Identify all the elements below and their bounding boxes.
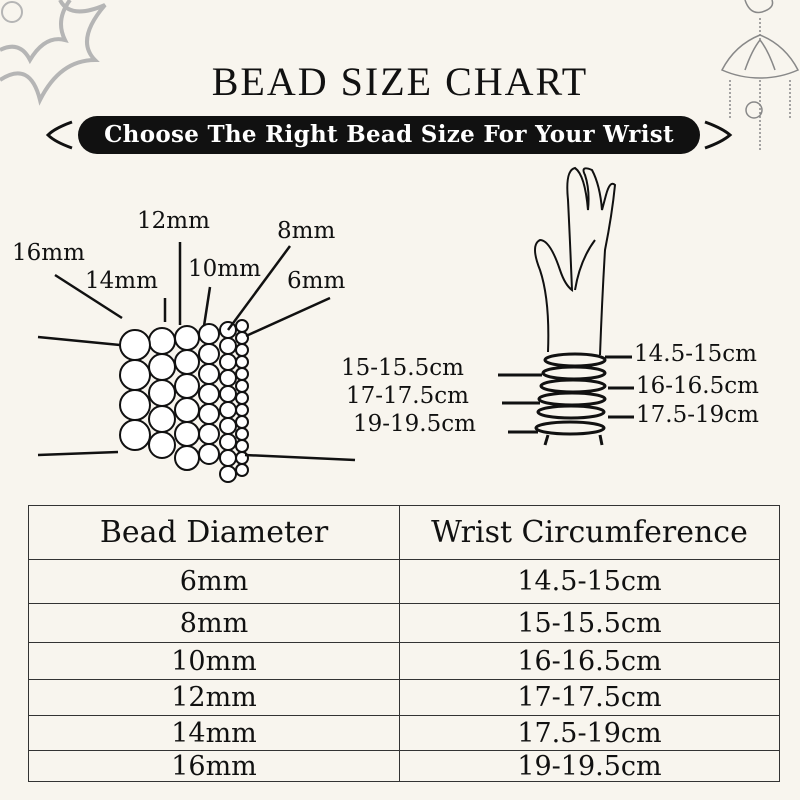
banner-scroll-icon	[45, 120, 733, 150]
subtitle-banner: Choose The Right Bead Size For Your Wris…	[78, 116, 700, 154]
bead	[174, 421, 200, 447]
bead	[219, 385, 237, 403]
bead	[148, 327, 176, 355]
bead	[198, 323, 220, 345]
bead	[174, 325, 200, 351]
bead	[235, 379, 249, 393]
bead	[119, 329, 151, 361]
bead	[235, 319, 249, 333]
bead-bracelets	[119, 319, 249, 483]
wrist-label-left-1: 15-15.5cm	[341, 355, 464, 381]
bead-label-14mm: 14mm	[85, 268, 158, 294]
bead	[219, 337, 237, 355]
bead-label-10mm: 10mm	[188, 256, 261, 282]
wrist-pointer-lines	[498, 355, 634, 434]
wrist-cell: 17.5-19cm	[399, 715, 780, 751]
bead	[119, 419, 151, 451]
bead	[198, 443, 220, 465]
table-row: 16mm 19-19.5cm	[28, 750, 780, 782]
wrist-cell: 17-17.5cm	[399, 679, 780, 716]
wrist-bracelets	[534, 352, 607, 446]
bead	[174, 397, 200, 423]
bead	[198, 383, 220, 405]
bead	[219, 369, 237, 387]
bead	[235, 439, 249, 453]
bead-label-16mm: 16mm	[12, 240, 85, 266]
bead-cell: 16mm	[28, 750, 400, 782]
bead	[148, 353, 176, 381]
page-title: BEAD SIZE CHART	[211, 59, 589, 104]
bead	[235, 427, 249, 441]
wrist-cell: 19-19.5cm	[399, 750, 780, 782]
header-bead-diameter: Bead Diameter	[28, 505, 400, 560]
bead-cell: 8mm	[28, 603, 400, 643]
bead	[198, 403, 220, 425]
bead	[174, 373, 200, 399]
bead	[148, 431, 176, 459]
wrist-cell: 14.5-15cm	[399, 559, 780, 604]
wrist-label-left-3: 19-19.5cm	[353, 411, 476, 437]
bead-label-12mm: 12mm	[137, 208, 210, 234]
bead	[235, 463, 249, 477]
lotus-ornament-icon	[0, 0, 107, 106]
bead	[198, 343, 220, 365]
bead	[235, 331, 249, 345]
table-row: 6mm 14.5-15cm	[28, 559, 780, 604]
bead	[148, 379, 176, 407]
wrist-label-right-2: 16-16.5cm	[636, 373, 759, 399]
bead	[198, 363, 220, 385]
bead-cell: 12mm	[28, 679, 400, 716]
bead	[219, 465, 237, 483]
bead	[235, 355, 249, 369]
size-table: Bead Diameter Wrist Circumference 6mm 14.…	[28, 505, 780, 782]
bead	[219, 433, 237, 451]
hand-icon	[534, 166, 617, 356]
table-row: 14mm 17.5-19cm	[28, 715, 780, 751]
bead	[174, 445, 200, 471]
bead-cell: 6mm	[28, 559, 400, 604]
bead	[148, 405, 176, 433]
bead-cell: 14mm	[28, 715, 400, 751]
bead	[219, 353, 237, 371]
bead	[219, 401, 237, 419]
bead	[235, 415, 249, 429]
wrist-label-left-2: 17-17.5cm	[346, 383, 469, 409]
bead	[235, 343, 249, 357]
table-row: 10mm 16-16.5cm	[28, 642, 780, 680]
bead	[235, 367, 249, 381]
wrist-cell: 15-15.5cm	[399, 603, 780, 643]
bead	[198, 423, 220, 445]
hanging-lotus-ornament-icon	[720, 0, 800, 150]
bead	[119, 389, 151, 421]
bead	[119, 359, 151, 391]
wrist-label-right-1: 14.5-15cm	[634, 341, 757, 367]
bead	[235, 391, 249, 405]
bead-cell: 10mm	[28, 642, 400, 680]
wrist-label-right-3: 17.5-19cm	[636, 402, 759, 428]
bead	[235, 451, 249, 465]
header-wrist-circumference: Wrist Circumference	[399, 505, 780, 560]
bead-pointer-lines	[37, 242, 356, 462]
bead	[219, 449, 237, 467]
table-row: 8mm 15-15.5cm	[28, 603, 780, 643]
table-row: 12mm 17-17.5cm	[28, 679, 780, 716]
wrist-cell: 16-16.5cm	[399, 642, 780, 680]
bead	[174, 349, 200, 375]
table-header-row: Bead Diameter Wrist Circumference	[28, 505, 780, 560]
bead	[235, 403, 249, 417]
bead-label-6mm: 6mm	[287, 268, 346, 294]
bead-label-8mm: 8mm	[277, 218, 336, 244]
bead	[219, 417, 237, 435]
